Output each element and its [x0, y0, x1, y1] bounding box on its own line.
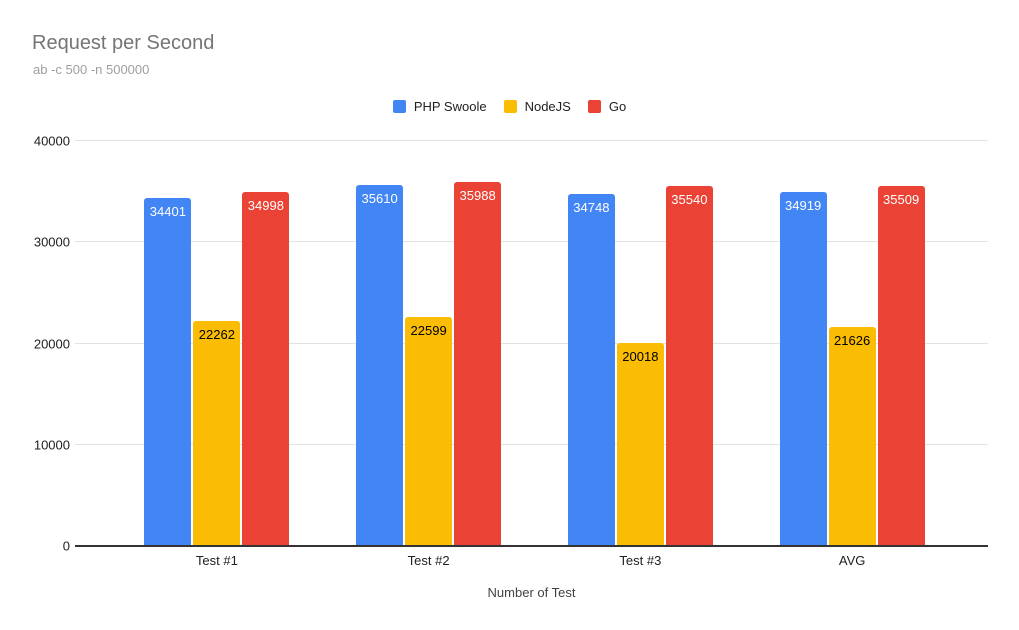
bar-value-label: 22262	[198, 327, 235, 342]
legend-label: Go	[608, 99, 627, 114]
chart-title: Request per Second	[32, 32, 215, 54]
x-tick-label: Test #2	[407, 553, 450, 568]
x-tick-label: Test #3	[619, 553, 662, 568]
bar-value-label: 35509	[883, 192, 920, 207]
bar-value-label: 34401	[149, 204, 186, 219]
bar-nodejs-test-3: 20018	[616, 343, 664, 546]
bar-value-label: 34748	[573, 200, 610, 215]
y-tick-label: 10000	[33, 437, 70, 453]
gridline	[75, 443, 988, 445]
legend-swatch-go	[587, 100, 601, 113]
bar-nodejs-avg: 21626	[828, 327, 876, 546]
bar-row: 34401 22262 34998 35610 22599 35988 34748 20018…	[75, 141, 988, 546]
x-axis-line	[75, 545, 988, 547]
legend-item-nodejs: NodeJS	[503, 99, 571, 114]
bar-value-label: 22599	[410, 323, 447, 338]
bar-go-test-1: 34998	[242, 192, 290, 546]
bar-go-avg: 35509	[877, 186, 925, 546]
plot-area: 34401 22262 34998 35610 22599 35988 34748 20018…	[75, 140, 988, 546]
bar-php-swoole-avg: 34919	[779, 192, 827, 546]
gridline	[75, 140, 988, 141]
y-axis: 0 10000 20000 30000 40000	[0, 134, 70, 554]
bar-value-label: 34998	[247, 198, 284, 213]
x-axis-labels: Test #1 Test #2 Test #3 AVG	[75, 553, 988, 568]
y-tick-label: 20000	[33, 336, 70, 351]
x-tick-label: Test #1	[195, 553, 238, 568]
bar-group-test-3: 34748 20018 35540	[535, 186, 747, 546]
bar-nodejs-test-1: 22262	[193, 321, 241, 546]
bar-value-label: 35988	[459, 188, 496, 203]
bar-php-swoole-test-2: 35610	[356, 185, 404, 546]
chart-subtitle: ab -c 500 -n 500000	[33, 62, 150, 77]
bar-group-avg: 34919 21626 35509	[746, 186, 958, 546]
bar-value-label: 21626	[834, 333, 871, 348]
gridline	[75, 342, 988, 344]
legend-item-go: Go	[587, 99, 627, 114]
bar-nodejs-test-2: 22599	[405, 317, 453, 546]
x-tick-label: AVG	[838, 553, 866, 568]
legend: PHP Swoole NodeJS Go	[0, 99, 1019, 114]
legend-label: PHP Swoole	[413, 99, 487, 114]
bar-value-label: 35540	[671, 192, 708, 207]
y-tick-label: 0	[62, 538, 70, 554]
bar-php-swoole-test-1: 34401	[144, 198, 192, 546]
bar-value-label: 35610	[361, 191, 398, 206]
bar-group-test-2: 35610 22599 35988	[323, 182, 535, 546]
legend-item-php-swoole: PHP Swoole	[392, 99, 487, 114]
bar-group-test-1: 34401 22262 34998	[111, 192, 323, 546]
bar-value-label: 34919	[785, 198, 822, 213]
legend-label: NodeJS	[524, 99, 571, 114]
legend-swatch-php-swoole	[392, 100, 406, 113]
bar-php-swoole-test-3: 34748	[567, 194, 615, 546]
bar-go-test-2: 35988	[454, 182, 502, 546]
x-axis-title: Number of Test	[487, 585, 576, 600]
y-tick-label: 30000	[33, 234, 70, 250]
bar-go-test-3: 35540	[665, 186, 713, 546]
gridline	[75, 241, 988, 243]
y-tick-label: 40000	[33, 133, 70, 149]
bar-value-label: 20018	[622, 349, 659, 364]
legend-swatch-nodejs	[503, 100, 517, 113]
